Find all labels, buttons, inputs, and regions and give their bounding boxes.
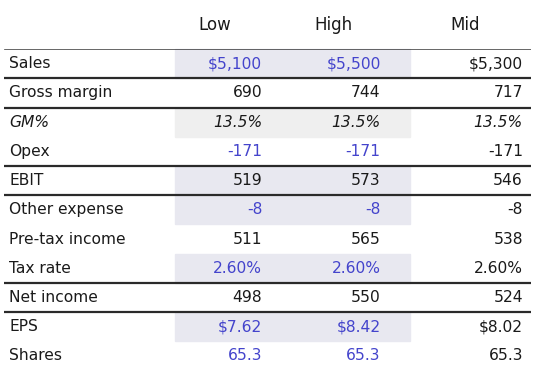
- Text: Pre-tax income: Pre-tax income: [10, 232, 126, 247]
- Text: -8: -8: [508, 202, 523, 218]
- Text: -8: -8: [365, 202, 381, 218]
- Text: -171: -171: [346, 144, 381, 159]
- Text: EPS: EPS: [10, 319, 39, 334]
- Text: 2.60%: 2.60%: [474, 261, 523, 276]
- Text: $8.42: $8.42: [337, 319, 381, 334]
- Text: EBIT: EBIT: [10, 173, 44, 188]
- Text: 2.60%: 2.60%: [332, 261, 381, 276]
- Text: 2.60%: 2.60%: [213, 261, 262, 276]
- Text: 717: 717: [493, 85, 523, 100]
- Text: 65.3: 65.3: [228, 349, 262, 363]
- Bar: [175, 195, 410, 224]
- Text: -8: -8: [247, 202, 262, 218]
- Text: -171: -171: [488, 144, 523, 159]
- Bar: [175, 166, 410, 195]
- Text: 65.3: 65.3: [346, 349, 381, 363]
- Bar: [175, 312, 410, 341]
- Text: 65.3: 65.3: [488, 349, 523, 363]
- Bar: [175, 49, 410, 79]
- Text: Net income: Net income: [10, 290, 98, 305]
- Text: Mid: Mid: [450, 16, 480, 34]
- Text: 565: 565: [351, 232, 381, 247]
- Text: 546: 546: [493, 173, 523, 188]
- Text: 550: 550: [351, 290, 381, 305]
- Text: 690: 690: [233, 85, 262, 100]
- Text: 511: 511: [233, 232, 262, 247]
- Text: High: High: [314, 16, 353, 34]
- Text: 13.5%: 13.5%: [213, 115, 262, 130]
- Text: Sales: Sales: [10, 56, 51, 71]
- Text: GM%: GM%: [10, 115, 50, 130]
- Text: $7.62: $7.62: [218, 319, 262, 334]
- Bar: [175, 108, 410, 137]
- Text: Shares: Shares: [10, 349, 63, 363]
- Text: 538: 538: [493, 232, 523, 247]
- Text: $5,100: $5,100: [208, 56, 262, 71]
- Text: $5,300: $5,300: [469, 56, 523, 71]
- Text: 498: 498: [233, 290, 262, 305]
- Text: 13.5%: 13.5%: [473, 115, 523, 130]
- Text: Other expense: Other expense: [10, 202, 124, 218]
- Text: 519: 519: [233, 173, 262, 188]
- Bar: [175, 254, 410, 283]
- Text: 573: 573: [351, 173, 381, 188]
- Text: 524: 524: [493, 290, 523, 305]
- Text: $5,500: $5,500: [326, 56, 381, 71]
- Text: Tax rate: Tax rate: [10, 261, 71, 276]
- Text: Opex: Opex: [10, 144, 50, 159]
- Text: $8.02: $8.02: [479, 319, 523, 334]
- Text: 744: 744: [351, 85, 381, 100]
- Text: Low: Low: [198, 16, 231, 34]
- Text: -171: -171: [227, 144, 262, 159]
- Text: Gross margin: Gross margin: [10, 85, 113, 100]
- Text: 13.5%: 13.5%: [332, 115, 381, 130]
